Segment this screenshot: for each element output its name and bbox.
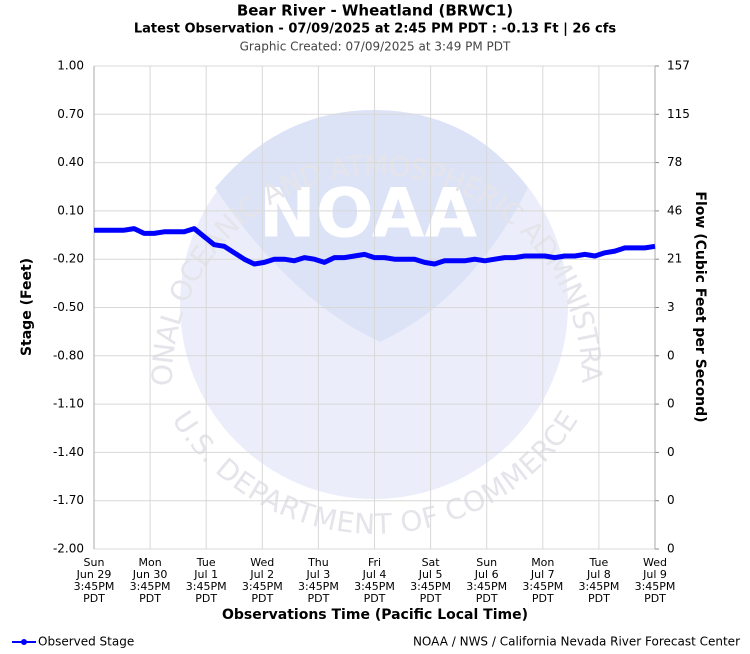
x-tick-label: Tue xyxy=(196,556,216,569)
created-note: Graphic Created: 07/09/2025 at 3:49 PM P… xyxy=(240,40,511,54)
chart-subtitle: Latest Observation - 07/09/2025 at 2:45 … xyxy=(134,22,616,37)
y2-tick-label: 0 xyxy=(667,493,675,507)
y-tick-label: -1.70 xyxy=(53,493,84,507)
y2-tick-label: 78 xyxy=(667,155,682,169)
x-tick-label: 3:45PM xyxy=(130,580,171,593)
x-tick-label: Fri xyxy=(368,556,381,569)
x-tick-label: Jul 3 xyxy=(306,568,331,581)
y2-tick-label: 157 xyxy=(667,59,690,73)
y2-tick-label: 0 xyxy=(667,542,675,556)
y2-tick-label: 0 xyxy=(667,348,675,362)
x-tick-label: Mon xyxy=(531,556,554,569)
x-tick-label: 3:45PM xyxy=(635,580,676,593)
x-tick-label: Jun 29 xyxy=(76,568,112,581)
x-tick-label: PDT xyxy=(195,592,217,605)
x-tick-label: Sun xyxy=(476,556,497,569)
x-tick-label: 3:45PM xyxy=(74,580,115,593)
source-note: NOAA / NWS / California Nevada River For… xyxy=(413,635,740,649)
y2-tick-label: 3 xyxy=(667,300,675,314)
y-tick-label: -1.10 xyxy=(53,397,84,411)
x-tick-label: Mon xyxy=(138,556,161,569)
y2-tick-label: 0 xyxy=(667,397,675,411)
x-tick-label: Wed xyxy=(643,556,667,569)
x-tick-label: PDT xyxy=(364,592,386,605)
x-tick-label: PDT xyxy=(139,592,161,605)
y-tick-label: 0.70 xyxy=(57,107,84,121)
x-tick-label: 3:45PM xyxy=(466,580,507,593)
y2-axis-label: Flow (Cubic Feet per Second) xyxy=(692,191,708,422)
watermark-logo: NOAA xyxy=(259,175,478,254)
y-tick-label: -2.00 xyxy=(53,542,84,556)
x-tick-label: Wed xyxy=(250,556,274,569)
x-tick-label: PDT xyxy=(83,592,105,605)
x-tick-label: 3:45PM xyxy=(298,580,339,593)
x-tick-label: Jun 30 xyxy=(132,568,168,581)
y-tick-label: -0.80 xyxy=(53,348,84,362)
x-tick-label: Thu xyxy=(307,556,329,569)
x-tick-label: PDT xyxy=(532,592,554,605)
y-axis-label: Stage (Feet) xyxy=(19,258,35,356)
x-tick-label: Jul 8 xyxy=(586,568,611,581)
y-tick-label: -1.40 xyxy=(53,445,84,459)
x-tick-label: Jul 1 xyxy=(193,568,218,581)
x-tick-label: Jul 4 xyxy=(362,568,387,581)
x-tick-label: 3:45PM xyxy=(242,580,283,593)
y2-tick-label: 0 xyxy=(667,445,675,459)
x-tick-label: PDT xyxy=(420,592,442,605)
x-tick-label: Sat xyxy=(422,556,441,569)
y-tick-label: 0.10 xyxy=(57,203,84,217)
x-tick-label: Jul 9 xyxy=(642,568,667,581)
legend-marker xyxy=(21,639,27,645)
watermark-bird xyxy=(215,110,528,342)
legend-label: Observed Stage xyxy=(38,635,134,649)
x-tick-label: Jul 6 xyxy=(474,568,499,581)
y2-tick-label: 21 xyxy=(667,252,682,266)
x-tick-label: Tue xyxy=(589,556,609,569)
y2-tick-label: 46 xyxy=(667,203,682,217)
y-tick-label: -0.20 xyxy=(53,252,84,266)
x-tick-label: PDT xyxy=(251,592,273,605)
y2-tick-label: 115 xyxy=(667,107,690,121)
x-tick-label: 3:45PM xyxy=(186,580,227,593)
x-tick-label: PDT xyxy=(588,592,610,605)
x-tick-label: Sun xyxy=(84,556,105,569)
x-tick-label: PDT xyxy=(476,592,498,605)
x-axis-label: Observations Time (Pacific Local Time) xyxy=(222,607,528,623)
y-tick-label: 1.00 xyxy=(57,59,84,73)
x-tick-label: 3:45PM xyxy=(410,580,451,593)
x-tick-label: 3:45PM xyxy=(522,580,563,593)
x-tick-label: PDT xyxy=(644,592,666,605)
x-tick-label: Jul 7 xyxy=(530,568,555,581)
y-tick-label: 0.40 xyxy=(57,155,84,169)
x-tick-label: 3:45PM xyxy=(354,580,395,593)
chart-title: Bear River - Wheatland (BRWC1) xyxy=(237,2,513,20)
x-tick-label: Jul 5 xyxy=(418,568,443,581)
x-tick-label: Jul 2 xyxy=(249,568,274,581)
y-tick-label: -0.50 xyxy=(53,300,84,314)
series-line xyxy=(94,226,656,267)
x-tick-label: 3:45PM xyxy=(578,580,619,593)
x-tick-label: PDT xyxy=(307,592,329,605)
